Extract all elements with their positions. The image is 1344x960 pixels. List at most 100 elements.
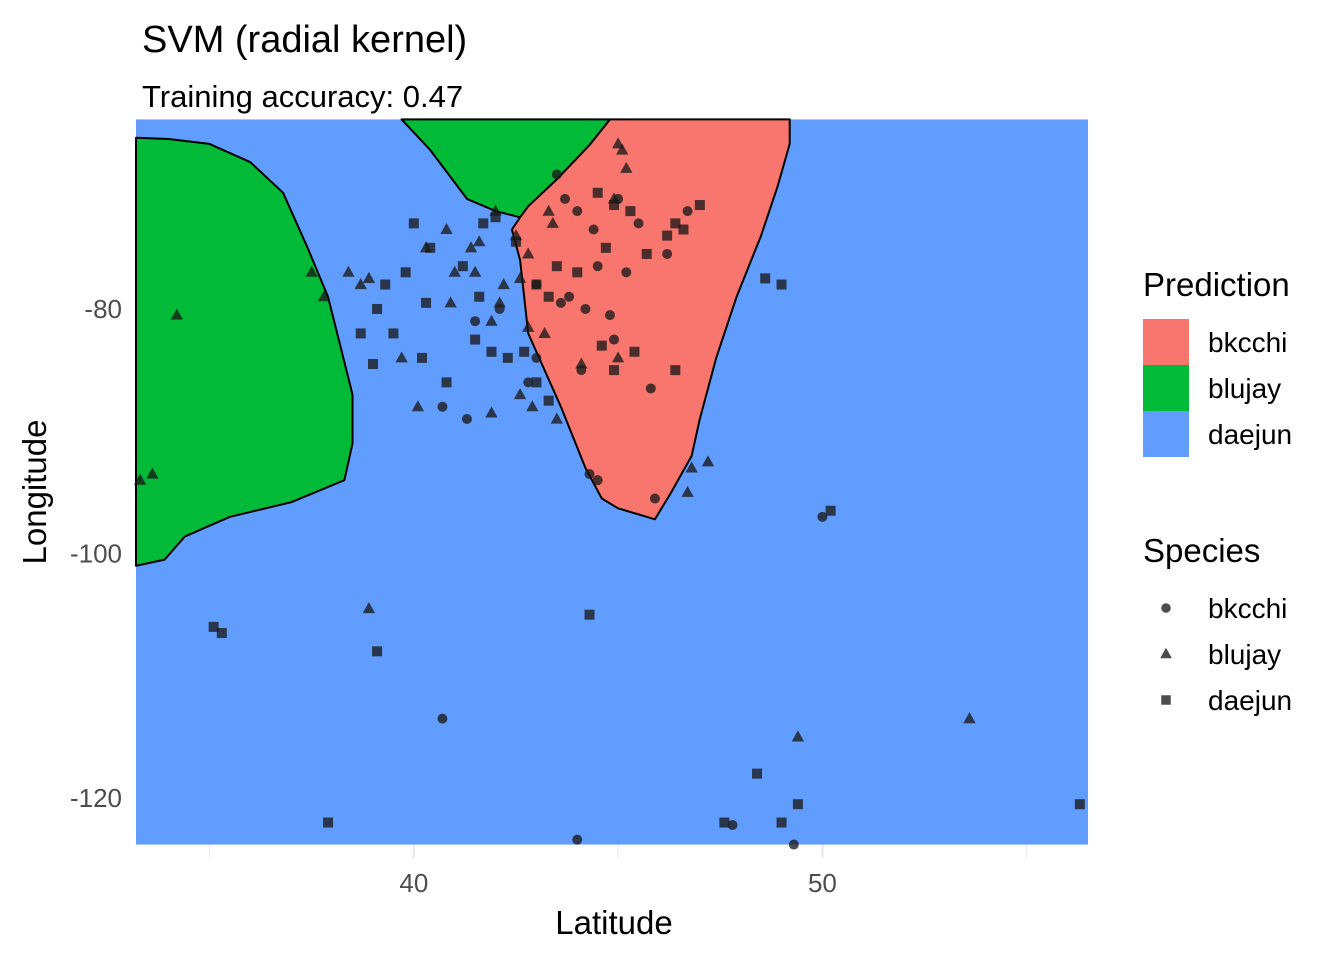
point-blujay bbox=[522, 247, 535, 259]
point-daejun bbox=[208, 621, 219, 632]
point-blujay bbox=[575, 357, 588, 369]
point-daejun bbox=[592, 187, 603, 198]
point-daejun bbox=[372, 646, 383, 657]
point-blujay bbox=[305, 265, 318, 277]
point-bkcchi bbox=[564, 291, 575, 302]
point-daejun bbox=[629, 346, 640, 357]
point-daejun bbox=[474, 291, 485, 302]
point-daejun bbox=[543, 395, 554, 406]
legend-label-bkcchi: bkcchi bbox=[1208, 593, 1287, 624]
point-daejun bbox=[519, 346, 530, 357]
point-bkcchi bbox=[584, 469, 595, 480]
point-daejun bbox=[572, 267, 583, 278]
point-daejun bbox=[367, 358, 378, 369]
point-daejun bbox=[543, 291, 554, 302]
point-blujay bbox=[317, 290, 331, 302]
point-daejun bbox=[388, 328, 399, 339]
point-daejun bbox=[825, 505, 836, 516]
legend-key-daejun bbox=[1143, 411, 1189, 457]
point-blujay bbox=[354, 278, 367, 290]
point-daejun bbox=[425, 242, 436, 253]
point-daejun bbox=[776, 279, 787, 290]
point-bkcchi bbox=[580, 303, 591, 314]
legend: Prediction bkcchi blujay daejun Species bkcch… bbox=[1143, 266, 1292, 716]
point-daejun bbox=[478, 218, 489, 229]
point-bkcchi bbox=[727, 819, 738, 830]
point-daejun bbox=[470, 334, 481, 345]
point-blujay bbox=[612, 351, 625, 363]
region-bkcchi bbox=[510, 118, 791, 521]
point-daejun bbox=[600, 242, 611, 253]
point-daejun bbox=[641, 248, 652, 259]
point-bkcchi bbox=[572, 206, 583, 217]
point-blujay bbox=[701, 455, 715, 467]
point-daejun bbox=[417, 352, 428, 363]
legend-label-bkcchi: bkcchi bbox=[1208, 327, 1287, 358]
y-tick-label: -100 bbox=[70, 539, 122, 569]
region-blujay bbox=[135, 136, 354, 567]
point-daejun bbox=[441, 377, 452, 388]
point-daejun bbox=[510, 236, 521, 247]
data-points bbox=[133, 137, 1085, 850]
point-blujay bbox=[440, 223, 453, 234]
point-blujay bbox=[146, 467, 159, 479]
point-blujay bbox=[468, 265, 482, 277]
point-blujay bbox=[681, 485, 694, 497]
point-blujay bbox=[473, 235, 486, 247]
chart-title: SVM (radial kernel) bbox=[142, 19, 467, 61]
point-blujay bbox=[362, 602, 376, 614]
legend-key-bkcchi bbox=[1161, 603, 1171, 613]
point-daejun bbox=[625, 206, 636, 217]
point-blujay bbox=[526, 400, 539, 412]
point-daejun bbox=[380, 279, 391, 290]
point-daejun bbox=[408, 218, 419, 229]
point-daejun bbox=[792, 799, 803, 810]
point-bkcchi bbox=[588, 224, 599, 235]
point-daejun bbox=[486, 346, 497, 357]
point-daejun bbox=[776, 817, 787, 828]
point-daejun bbox=[609, 365, 620, 376]
point-daejun bbox=[670, 218, 681, 229]
legend-label-blujay: blujay bbox=[1208, 373, 1281, 404]
x-tick-label: 40 bbox=[399, 868, 428, 898]
x-axis-label: Latitude bbox=[555, 904, 672, 941]
point-daejun bbox=[457, 261, 468, 272]
legend-label-daejun: daejun bbox=[1208, 685, 1292, 716]
point-daejun bbox=[719, 817, 730, 828]
point-blujay bbox=[522, 320, 535, 332]
point-bkcchi bbox=[437, 401, 448, 412]
point-daejun bbox=[596, 340, 607, 351]
x-tick-label: 50 bbox=[808, 868, 837, 898]
point-bkcchi bbox=[633, 218, 644, 229]
point-daejun bbox=[662, 230, 673, 241]
point-blujay bbox=[362, 271, 376, 283]
point-blujay bbox=[170, 308, 183, 320]
point-blujay bbox=[493, 296, 506, 308]
point-daejun bbox=[502, 352, 513, 363]
point-daejun bbox=[400, 267, 411, 278]
point-daejun bbox=[323, 817, 334, 828]
point-blujay bbox=[963, 712, 976, 724]
point-daejun bbox=[760, 273, 771, 284]
point-bkcchi bbox=[555, 297, 566, 308]
point-daejun bbox=[551, 261, 562, 272]
point-blujay bbox=[411, 400, 425, 412]
legend-title-species: Species bbox=[1143, 532, 1260, 569]
point-bkcchi bbox=[604, 310, 615, 321]
point-daejun bbox=[531, 377, 542, 388]
point-daejun bbox=[490, 212, 501, 223]
point-blujay bbox=[616, 143, 629, 155]
point-bkcchi bbox=[531, 352, 542, 363]
legend-key-blujay bbox=[1143, 365, 1189, 411]
point-bkcchi bbox=[461, 414, 472, 425]
point-blujay bbox=[497, 278, 510, 290]
legend-key-blujay bbox=[1160, 647, 1172, 659]
point-blujay bbox=[395, 351, 408, 363]
point-blujay bbox=[444, 296, 457, 308]
point-daejun bbox=[678, 224, 689, 235]
point-blujay bbox=[464, 241, 478, 253]
point-daejun bbox=[355, 328, 366, 339]
decision-regions bbox=[135, 118, 1088, 845]
point-blujay bbox=[542, 204, 555, 216]
